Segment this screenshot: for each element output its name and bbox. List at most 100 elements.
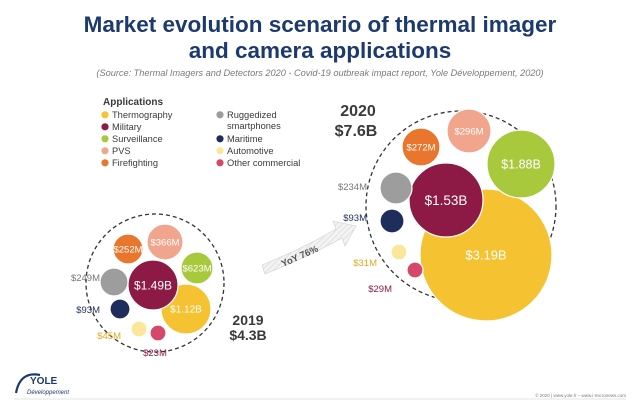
logo-sub: Développement [27, 390, 69, 396]
title-line-1: Market evolution scenario of thermal ima… [84, 12, 557, 37]
bubble-maritime: $93M [343, 208, 405, 234]
bubble-circle [390, 243, 408, 261]
legend-label: Maritime [227, 134, 263, 144]
bubble-value-label: $623M [182, 263, 211, 274]
legend-item-firefighting: Firefighting [101, 158, 158, 168]
legend-heading: Applications [103, 97, 163, 108]
legend-item-other: Other commercial [216, 158, 300, 168]
bubble-automotive: $45M [97, 320, 148, 342]
legend-swatch [216, 135, 224, 143]
bubble-circle [112, 233, 144, 265]
bubble-group-2020: $3.19B $1.53B $1.88B $296M $272M $234M $93M $31… [335, 103, 557, 322]
legend-label-line2: smartphones [227, 121, 281, 131]
container-circle [85, 213, 225, 353]
bubble-value-label: $1.12B [170, 305, 202, 316]
bubble-value-label: $234M [338, 182, 367, 193]
bubble-circle [408, 162, 484, 238]
legend-label: Surveillance [112, 134, 163, 144]
bubble-value-label: $1.49B [134, 278, 172, 292]
bubble-ruggedized: $234M [338, 171, 413, 205]
legend-swatch [101, 135, 109, 143]
legend-item-surveillance: Surveillance [101, 134, 163, 144]
bubble-circle [149, 324, 167, 342]
legend-swatch [216, 111, 224, 119]
legend-label: Automotive [227, 146, 274, 156]
bubble-circle [146, 223, 184, 261]
bubble-circle [180, 251, 214, 285]
bubble-value-label: $1.53B [425, 193, 468, 208]
bubble-value-label: $1.88B [501, 158, 541, 172]
legend-swatch [101, 159, 109, 167]
legend-items: Thermography Military Surveillance PVS Firef… [101, 110, 300, 168]
legend: Applications Thermography Military Surveil… [101, 97, 300, 168]
bubble-value-label: $31M [353, 258, 377, 269]
bubble-surveillance: $623M [180, 251, 214, 285]
bubble-circle [446, 108, 492, 154]
year-label: 2020 [340, 103, 376, 120]
legend-swatch [101, 123, 109, 131]
legend-item-automotive: Automotive [216, 146, 274, 156]
legend-swatch [216, 147, 224, 155]
legend-label: Firefighting [112, 158, 158, 168]
bubble-groups: $1.12B $1.49B $623M $366M $252M $249M $93M $45M… [71, 103, 557, 359]
yole-logo: YOLE Développement [14, 373, 69, 396]
legend-swatch [101, 147, 109, 155]
bubble-value-label: $93M [343, 213, 367, 224]
bubble-circle [379, 208, 405, 234]
total-label: $4.3B [229, 327, 266, 343]
bubble-value-label: $93M [76, 305, 100, 316]
title-line-2: and camera applications [189, 38, 452, 63]
bubble-value-label: $252M [113, 244, 142, 255]
bubble-surveillance: $1.88B [486, 129, 556, 199]
bubble-other: $23M [143, 324, 167, 359]
bubble-firefighting: $272M [401, 127, 441, 167]
bubble-value-label: $296M [454, 126, 483, 137]
bubble-military: $1.49B [127, 259, 179, 311]
year-label: 2019 [232, 312, 263, 328]
bubble-circle [406, 261, 424, 279]
total-label: $7.6B [335, 123, 378, 140]
bubble-value-label: $29M [368, 284, 392, 295]
source-note: (Source: Thermal Imagers and Detectors 2… [96, 68, 543, 78]
bubble-value-label: $23M [143, 348, 167, 359]
legend-item-military: Military [101, 122, 142, 132]
bubble-pvs: $366M [146, 223, 184, 261]
bubble-circle [109, 298, 131, 320]
bubble-circle [99, 267, 129, 297]
legend-swatch [101, 111, 109, 119]
logo-name: YOLE [30, 376, 58, 387]
bubble-circle [379, 171, 413, 205]
legend-label: PVS [112, 146, 131, 156]
bubble-circle [486, 129, 556, 199]
bubble-value-label: $366M [150, 237, 179, 248]
legend-label: Military [112, 122, 142, 132]
legend-label: Thermography [112, 110, 173, 120]
bubble-automotive: $31M [353, 243, 408, 269]
yoy-label: YoY 76% [280, 243, 321, 269]
legend-item-maritime: Maritime [216, 134, 263, 144]
bubble-military: $1.53B [408, 162, 484, 238]
bubble-maritime: $93M [76, 298, 131, 320]
bubble-value-label: $45M [97, 331, 121, 342]
bubble-pvs: $296M [446, 108, 492, 154]
legend-item-pvs: PVS [101, 146, 131, 156]
bubble-ruggedized: $249M [71, 267, 129, 297]
legend-swatch [216, 159, 224, 167]
legend-label: Ruggedized [227, 110, 277, 120]
bubble-circle [401, 127, 441, 167]
legend-label: Other commercial [227, 158, 300, 168]
bubble-value-label: $249M [71, 273, 100, 284]
bubble-circle [130, 320, 148, 338]
footer-text: © 2020 | www.yole.fr – www.i-micronews.c… [535, 392, 626, 398]
bubble-value-label: $272M [406, 142, 435, 153]
bubble-other: $29M [368, 261, 424, 295]
bubble-firefighting: $252M [112, 233, 144, 265]
yoy-arrow: YoY 76% [261, 220, 357, 275]
bubble-value-label: $3.19B [465, 248, 506, 263]
bubble-group-2019: $1.12B $1.49B $623M $366M $252M $249M $93M $45M… [71, 213, 267, 359]
legend-item-thermography: Thermography [101, 110, 173, 120]
logo-swoosh-icon [14, 373, 41, 394]
